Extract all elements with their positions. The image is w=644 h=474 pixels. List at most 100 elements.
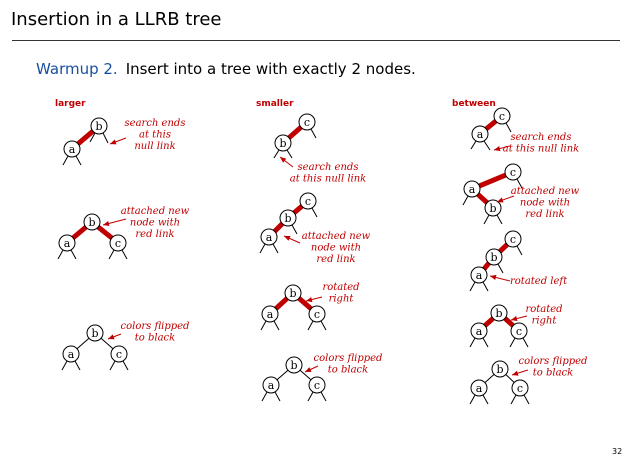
black-link: [484, 373, 495, 384]
tree-node-a: a: [58, 234, 76, 252]
null-link: [482, 281, 489, 292]
tree-node-a: a: [262, 376, 280, 394]
annotation-smaller-2: attached new node with red link: [302, 231, 371, 265]
null-link: [505, 122, 512, 133]
tree-node-b: b: [284, 284, 302, 302]
null-link: [320, 391, 327, 402]
node-key: a: [266, 231, 273, 244]
tree-node-b: b: [484, 199, 502, 217]
black-link: [505, 374, 515, 383]
tree-node-b: b: [274, 134, 292, 152]
null-link: [516, 178, 523, 189]
annotation-between-2: attached new node with red link: [511, 186, 580, 220]
null-link: [273, 149, 280, 159]
annotation-arrowhead: [108, 334, 115, 340]
annotation-between-5: colors flipped to black: [519, 356, 588, 379]
null-link: [469, 281, 476, 292]
null-link: [307, 320, 314, 331]
null-link: [108, 249, 115, 260]
column-header-larger: larger: [55, 99, 86, 109]
node-key: b: [88, 216, 95, 229]
node-key: a: [64, 237, 71, 250]
node-key: c: [517, 382, 523, 395]
tree-node-c: c: [308, 305, 326, 323]
annotation-arrowhead: [490, 274, 497, 280]
tree-node-a: a: [260, 228, 278, 246]
null-link: [274, 391, 281, 402]
null-link: [61, 360, 68, 371]
tree-node-b: b: [90, 117, 108, 135]
node-key: b: [289, 287, 296, 300]
tree-node-b: b: [490, 304, 508, 322]
null-link: [286, 149, 293, 159]
red-link: [272, 221, 285, 234]
annotation-smaller-1: search ends at this null link: [290, 162, 366, 185]
node-key: a: [469, 183, 476, 196]
null-link: [310, 128, 317, 139]
tree-node-b: b: [83, 213, 101, 231]
null-link: [70, 249, 77, 260]
null-link: [509, 337, 516, 348]
null-link: [469, 394, 476, 405]
tree-node-c: c: [308, 376, 326, 394]
annotation-between-4: rotated right: [525, 304, 562, 327]
red-link: [498, 242, 509, 254]
node-key: b: [95, 120, 102, 133]
tree-node-b: b: [279, 209, 297, 227]
page-number: 32: [612, 447, 623, 456]
annotation-arrowhead: [305, 367, 312, 372]
node-key: c: [516, 325, 522, 338]
subtitle-text: Insert into a tree with exactly 2 nodes.: [125, 60, 416, 78]
null-link: [89, 132, 96, 143]
null-link: [311, 207, 318, 218]
annotation-smaller-3: rotated right: [322, 282, 359, 305]
red-link: [274, 296, 289, 311]
red-link: [483, 316, 495, 328]
node-key: a: [69, 143, 76, 156]
tree-node-b: b: [491, 360, 509, 378]
red-link: [292, 204, 304, 215]
null-link: [469, 337, 476, 348]
tree-node-c: c: [299, 192, 317, 210]
null-link: [102, 132, 109, 144]
node-key: a: [476, 382, 483, 395]
annotation-between-1: search ends at this null link: [503, 132, 579, 155]
annotation-larger-1: search ends at this null link: [125, 118, 186, 152]
node-key: a: [477, 128, 484, 141]
red-link: [297, 296, 313, 311]
node-key: c: [510, 166, 516, 179]
node-key: a: [476, 325, 483, 338]
null-link: [291, 224, 298, 235]
null-link: [483, 214, 490, 225]
null-link: [261, 391, 268, 402]
node-key: c: [305, 195, 311, 208]
tree-node-b: b: [485, 248, 503, 266]
null-link: [62, 155, 69, 166]
column-header-smaller: smaller: [256, 99, 294, 109]
node-key: b: [490, 251, 497, 264]
annotation-arrowhead: [284, 236, 291, 241]
red-link: [503, 316, 515, 328]
tree-node-a: a: [470, 266, 488, 284]
null-link: [482, 394, 489, 405]
subtitle-lead: Warmup 2.: [36, 60, 118, 78]
null-link: [75, 155, 82, 166]
null-link: [122, 360, 129, 371]
node-key: b: [284, 212, 291, 225]
tree-node-c: c: [110, 345, 128, 363]
null-link: [483, 140, 491, 151]
node-key: a: [268, 379, 275, 392]
tree-node-a: a: [463, 180, 481, 198]
annotation-arrowhead: [110, 139, 117, 145]
tree-node-a: a: [261, 305, 279, 323]
node-key: b: [489, 202, 496, 215]
tree-node-c: c: [298, 113, 316, 131]
annotation-arrowhead: [497, 197, 504, 203]
node-key: a: [476, 269, 483, 282]
annotation-arrowhead: [511, 316, 518, 322]
annotation-arrowhead: [280, 157, 287, 163]
null-link: [482, 337, 489, 348]
tree-node-c: c: [493, 107, 511, 125]
node-key: c: [510, 233, 516, 246]
null-link: [109, 360, 116, 371]
